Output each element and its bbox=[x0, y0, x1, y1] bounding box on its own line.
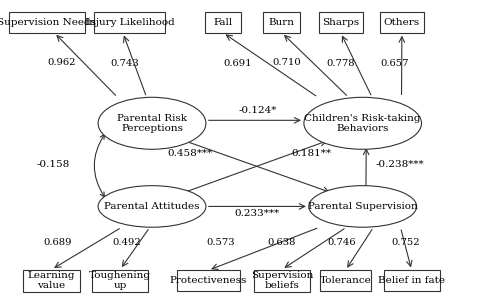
Text: 0.752: 0.752 bbox=[392, 238, 420, 247]
Text: Parental Risk
Perceptions: Parental Risk Perceptions bbox=[117, 114, 187, 133]
Text: Parental Supervision: Parental Supervision bbox=[308, 202, 418, 211]
Text: 0.746: 0.746 bbox=[328, 238, 356, 247]
Text: Fall: Fall bbox=[214, 18, 233, 27]
Text: 0.492: 0.492 bbox=[112, 238, 141, 247]
Text: Belief in fate: Belief in fate bbox=[378, 276, 445, 285]
FancyBboxPatch shape bbox=[380, 12, 424, 33]
Text: Learning
value: Learning value bbox=[28, 271, 76, 290]
Text: 0.573: 0.573 bbox=[206, 238, 235, 247]
Text: 0.710: 0.710 bbox=[273, 58, 302, 67]
FancyBboxPatch shape bbox=[92, 270, 148, 292]
Ellipse shape bbox=[98, 97, 206, 149]
Text: Toughening
up: Toughening up bbox=[89, 271, 151, 290]
FancyBboxPatch shape bbox=[176, 270, 240, 291]
FancyBboxPatch shape bbox=[264, 12, 300, 33]
Text: 0.962: 0.962 bbox=[47, 58, 76, 67]
Ellipse shape bbox=[98, 186, 206, 227]
Text: 0.181**: 0.181** bbox=[291, 149, 331, 158]
FancyBboxPatch shape bbox=[8, 12, 85, 33]
Ellipse shape bbox=[309, 186, 416, 227]
Text: Tolerance: Tolerance bbox=[320, 276, 372, 285]
FancyBboxPatch shape bbox=[254, 270, 310, 292]
FancyBboxPatch shape bbox=[94, 12, 166, 33]
Text: -0.124*: -0.124* bbox=[238, 106, 277, 115]
FancyBboxPatch shape bbox=[318, 12, 362, 33]
Text: Injury Likelihood: Injury Likelihood bbox=[85, 18, 175, 27]
Text: Others: Others bbox=[384, 18, 420, 27]
Text: 0.778: 0.778 bbox=[326, 59, 355, 68]
Text: Children's Risk-taking
Behaviors: Children's Risk-taking Behaviors bbox=[304, 114, 421, 133]
Text: -0.158: -0.158 bbox=[36, 160, 70, 169]
FancyBboxPatch shape bbox=[204, 12, 242, 33]
Text: 0.689: 0.689 bbox=[44, 238, 72, 247]
Ellipse shape bbox=[304, 97, 422, 149]
Text: Parental Attitudes: Parental Attitudes bbox=[104, 202, 200, 211]
Text: Supervision Needs: Supervision Needs bbox=[0, 18, 96, 27]
Text: 0.691: 0.691 bbox=[224, 59, 252, 68]
Text: 0.233***: 0.233*** bbox=[235, 209, 280, 218]
Text: 0.638: 0.638 bbox=[268, 238, 296, 247]
Text: Burn: Burn bbox=[269, 18, 295, 27]
Text: 0.743: 0.743 bbox=[110, 59, 140, 68]
FancyBboxPatch shape bbox=[24, 270, 80, 292]
Text: Supervision
beliefs: Supervision beliefs bbox=[250, 271, 313, 290]
Text: 0.657: 0.657 bbox=[380, 59, 409, 68]
Text: -0.238***: -0.238*** bbox=[375, 160, 424, 169]
FancyBboxPatch shape bbox=[320, 270, 372, 291]
Text: Sharps: Sharps bbox=[322, 18, 359, 27]
FancyBboxPatch shape bbox=[384, 270, 440, 291]
Text: Protectiveness: Protectiveness bbox=[170, 276, 247, 285]
Text: 0.458***: 0.458*** bbox=[168, 149, 213, 158]
